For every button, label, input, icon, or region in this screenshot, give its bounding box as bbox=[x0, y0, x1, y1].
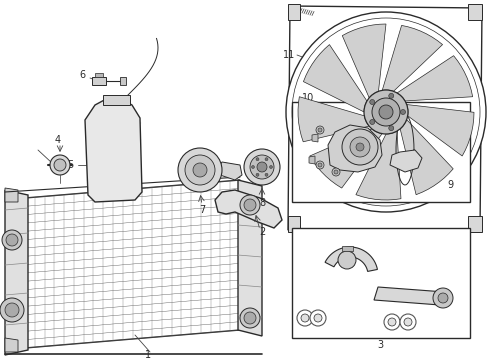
Polygon shape bbox=[25, 180, 240, 348]
Circle shape bbox=[350, 137, 370, 157]
Circle shape bbox=[389, 93, 394, 98]
Circle shape bbox=[292, 18, 480, 206]
Polygon shape bbox=[310, 129, 382, 188]
Circle shape bbox=[185, 155, 215, 185]
Circle shape bbox=[301, 314, 309, 322]
Bar bbox=[92, 77, 106, 85]
Circle shape bbox=[334, 170, 338, 174]
Circle shape bbox=[2, 230, 22, 250]
Circle shape bbox=[316, 126, 324, 134]
Polygon shape bbox=[220, 162, 242, 180]
Circle shape bbox=[310, 310, 326, 326]
Circle shape bbox=[193, 163, 207, 177]
Circle shape bbox=[50, 155, 70, 175]
Circle shape bbox=[332, 168, 340, 176]
Circle shape bbox=[318, 128, 322, 132]
Circle shape bbox=[389, 126, 394, 131]
Polygon shape bbox=[85, 98, 142, 202]
Circle shape bbox=[6, 234, 18, 246]
Circle shape bbox=[316, 161, 324, 169]
Bar bbox=[292, 102, 470, 202]
Circle shape bbox=[265, 173, 268, 176]
Polygon shape bbox=[298, 97, 369, 142]
Text: 5: 5 bbox=[67, 160, 73, 170]
Text: 6: 6 bbox=[79, 70, 85, 80]
Circle shape bbox=[400, 109, 406, 114]
Circle shape bbox=[372, 98, 400, 126]
Text: 10: 10 bbox=[302, 93, 314, 103]
Polygon shape bbox=[5, 188, 18, 202]
Text: 7: 7 bbox=[199, 205, 205, 215]
Circle shape bbox=[364, 90, 408, 134]
Circle shape bbox=[240, 308, 260, 328]
Circle shape bbox=[251, 166, 254, 168]
Polygon shape bbox=[328, 125, 382, 172]
Text: 2: 2 bbox=[259, 227, 265, 237]
Polygon shape bbox=[325, 247, 377, 271]
Circle shape bbox=[256, 158, 259, 161]
Circle shape bbox=[270, 166, 272, 168]
Circle shape bbox=[5, 303, 19, 317]
Circle shape bbox=[400, 314, 416, 330]
Circle shape bbox=[265, 158, 268, 161]
Circle shape bbox=[0, 298, 24, 322]
Polygon shape bbox=[215, 190, 282, 228]
Polygon shape bbox=[382, 26, 442, 91]
Circle shape bbox=[356, 143, 364, 151]
Polygon shape bbox=[356, 131, 401, 200]
Polygon shape bbox=[288, 4, 300, 20]
Circle shape bbox=[54, 159, 66, 171]
Circle shape bbox=[178, 148, 222, 192]
Polygon shape bbox=[238, 180, 262, 336]
Polygon shape bbox=[120, 77, 126, 85]
Circle shape bbox=[244, 199, 256, 211]
Polygon shape bbox=[288, 6, 482, 232]
Polygon shape bbox=[5, 338, 18, 352]
Circle shape bbox=[404, 318, 412, 326]
Text: 8: 8 bbox=[259, 198, 265, 208]
Circle shape bbox=[314, 314, 322, 322]
Polygon shape bbox=[303, 45, 367, 112]
Text: 1: 1 bbox=[145, 350, 151, 360]
Circle shape bbox=[384, 314, 400, 330]
Polygon shape bbox=[343, 24, 386, 98]
Circle shape bbox=[379, 105, 393, 119]
Polygon shape bbox=[400, 120, 453, 195]
Text: 3: 3 bbox=[377, 340, 383, 350]
Bar bbox=[95, 73, 103, 77]
Circle shape bbox=[370, 99, 375, 104]
Polygon shape bbox=[407, 104, 474, 156]
Polygon shape bbox=[312, 134, 318, 142]
Polygon shape bbox=[309, 156, 315, 164]
Circle shape bbox=[244, 149, 280, 185]
Circle shape bbox=[338, 251, 356, 269]
Circle shape bbox=[318, 163, 322, 167]
Text: 11: 11 bbox=[283, 50, 295, 60]
Circle shape bbox=[297, 310, 313, 326]
Polygon shape bbox=[468, 216, 482, 232]
Circle shape bbox=[240, 195, 260, 215]
Bar bbox=[292, 228, 470, 338]
Polygon shape bbox=[5, 190, 28, 355]
Polygon shape bbox=[103, 95, 130, 105]
Circle shape bbox=[433, 288, 453, 308]
Polygon shape bbox=[468, 95, 482, 140]
Polygon shape bbox=[374, 287, 445, 305]
Circle shape bbox=[257, 162, 267, 172]
Circle shape bbox=[388, 318, 396, 326]
Circle shape bbox=[250, 155, 274, 179]
Polygon shape bbox=[468, 4, 482, 20]
Circle shape bbox=[256, 173, 259, 176]
Bar bbox=[342, 246, 353, 251]
Text: 4: 4 bbox=[55, 135, 61, 145]
Circle shape bbox=[438, 293, 448, 303]
Polygon shape bbox=[397, 56, 473, 101]
Polygon shape bbox=[288, 216, 300, 232]
Circle shape bbox=[286, 12, 486, 212]
Circle shape bbox=[370, 120, 375, 125]
Text: 9: 9 bbox=[447, 180, 453, 190]
Circle shape bbox=[244, 312, 256, 324]
Circle shape bbox=[342, 129, 378, 165]
Polygon shape bbox=[390, 150, 422, 172]
